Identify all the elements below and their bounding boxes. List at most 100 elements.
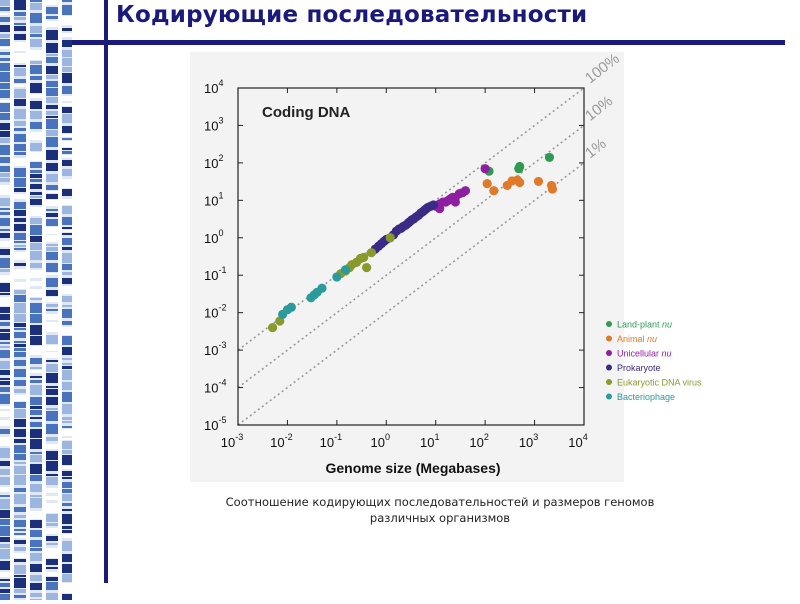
gel-band <box>14 218 26 222</box>
gel-band <box>62 179 72 188</box>
gel-band <box>46 373 58 383</box>
gel-band <box>14 68 26 76</box>
gel-band <box>0 173 10 177</box>
legend-label: Prokaryote <box>617 363 661 373</box>
gel-band <box>14 344 26 347</box>
gel-band <box>30 179 42 182</box>
gel-band <box>46 209 58 211</box>
gel-band <box>46 411 58 421</box>
gel-band <box>62 514 72 524</box>
gel-band <box>14 89 26 98</box>
gel-band <box>14 178 26 187</box>
gel-band <box>0 275 10 282</box>
gel-band <box>0 178 10 182</box>
gel-band <box>30 196 42 198</box>
reference-line-label: 1% <box>582 135 610 162</box>
gel-band <box>46 137 58 147</box>
gel-band <box>14 533 26 535</box>
gel-band <box>46 503 58 513</box>
gel-band <box>0 342 10 344</box>
gel-band <box>46 335 58 344</box>
gel-band <box>14 402 26 408</box>
gel-band <box>62 503 72 506</box>
gel-band <box>46 424 58 434</box>
y-tick-label: 102 <box>204 153 223 171</box>
gel-band <box>30 417 42 419</box>
gel-band <box>46 163 58 171</box>
data-point <box>515 161 525 172</box>
gel-band <box>62 574 72 582</box>
gel-band <box>30 484 42 492</box>
gel-band <box>0 378 10 380</box>
gel-band <box>0 123 10 130</box>
gel-band <box>14 494 26 504</box>
gel-band <box>14 99 26 106</box>
gel-band <box>62 126 72 133</box>
x-tick-label: 10-3 <box>221 432 243 450</box>
gel-band <box>14 352 26 357</box>
gel-band <box>0 138 10 143</box>
gel-band <box>0 333 10 340</box>
gel-band <box>62 40 72 47</box>
gel-band <box>62 347 72 355</box>
gel-band <box>0 469 10 475</box>
gel-band <box>30 520 42 528</box>
caption-line-1: Соотношение кодирующих последовательност… <box>225 495 655 509</box>
gel-band <box>14 290 26 294</box>
gel-band <box>30 132 42 140</box>
gel-band <box>30 495 42 497</box>
legend-label: Animal nu <box>617 334 657 344</box>
gel-band <box>62 189 72 196</box>
gel-band <box>0 100 10 102</box>
gel-band <box>0 346 10 348</box>
gel-band <box>30 498 42 508</box>
gel-band <box>62 227 72 229</box>
gel-band <box>62 86 72 94</box>
gel-band <box>46 389 58 395</box>
gel-band <box>30 0 42 2</box>
data-point <box>533 176 544 187</box>
gel-band <box>30 152 42 161</box>
data-point <box>450 197 460 207</box>
data-points <box>267 152 558 333</box>
gel-band <box>0 429 10 434</box>
gel-band <box>14 224 26 231</box>
gel-band <box>46 408 58 410</box>
gel-band <box>30 298 42 300</box>
gel-band <box>0 561 10 570</box>
gel-band <box>46 461 58 471</box>
y-tick-label: 103 <box>204 115 223 133</box>
gel-band <box>0 90 10 98</box>
gel-band <box>46 191 58 193</box>
gel-band <box>46 536 58 541</box>
gel-band <box>46 200 58 206</box>
gel-band <box>46 54 58 56</box>
gel-band <box>62 594 72 603</box>
gel-band <box>46 0 58 5</box>
gel-band <box>46 7 58 14</box>
gel-band <box>0 510 10 518</box>
gel-band <box>46 304 58 307</box>
gel-band <box>46 174 58 182</box>
gel-band <box>14 547 26 551</box>
gel-band <box>30 251 42 260</box>
gel-band <box>62 554 72 562</box>
y-tick-label: 101 <box>204 190 223 208</box>
gel-band <box>46 97 58 103</box>
chart-legend: Land-plant nu Animal nu Unicellular nu Prok… <box>606 320 702 402</box>
gel-band <box>14 263 26 266</box>
gel-band <box>14 565 26 574</box>
gel-band <box>46 16 58 19</box>
gel-band <box>14 303 26 313</box>
gel-band <box>46 364 58 372</box>
gel-band <box>30 439 42 449</box>
gel-band <box>62 455 72 465</box>
gel-band <box>14 529 26 531</box>
gel-band <box>0 594 10 602</box>
gel-band <box>62 141 72 147</box>
legend-marker <box>606 321 612 327</box>
gel-band <box>30 76 42 80</box>
gel-band <box>14 515 26 518</box>
gel-band <box>0 370 10 375</box>
gel-band <box>46 386 58 388</box>
